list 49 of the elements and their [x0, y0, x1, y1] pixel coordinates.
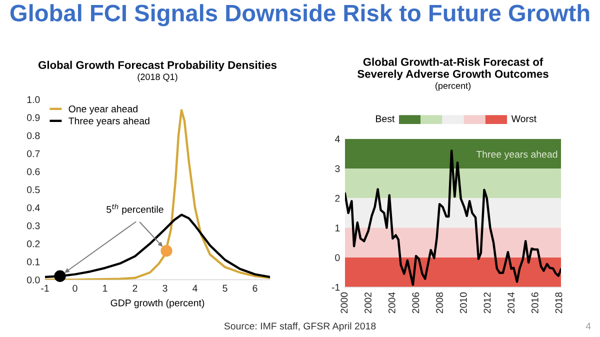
- y-tick-label: 0.5: [27, 186, 40, 194]
- y-tick-label: 2: [335, 194, 340, 202]
- x-tick-label: 2004: [388, 292, 396, 314]
- x-tick-label: 2012: [484, 292, 491, 314]
- y-tick-label: 0.1: [27, 258, 40, 266]
- y-tick-label: 1: [335, 224, 340, 232]
- y-tick-label: 0.2: [27, 240, 40, 248]
- x-tick-label: 0: [72, 284, 78, 292]
- x-tick-label: 1: [103, 284, 108, 292]
- legend-label: One year ahead: [68, 105, 138, 114]
- text: 4: [586, 322, 591, 330]
- x-tick-label: 6: [252, 284, 258, 292]
- y-tick-label: 0: [335, 254, 340, 262]
- x-tick-label: 2008: [436, 292, 443, 314]
- chart-title: Global Growth-at-Risk Forecast of Severely Adverse Growth Outcomes: [358, 58, 548, 80]
- legend-label: Three years ahead: [68, 117, 150, 126]
- text: Worst: [511, 115, 536, 122]
- source-note: Source: IMF staff, GFSR April 2018: [224, 322, 376, 332]
- x-tick-label: -1: [41, 284, 49, 292]
- x-tick-label: 4: [192, 284, 198, 292]
- x-tick-label: 2018: [555, 292, 562, 314]
- y-tick-label: 0.6: [27, 168, 40, 176]
- x-tick-label: 2014: [508, 292, 514, 314]
- chart-title: Global Growth Forecast Probability Densities: [38, 60, 277, 72]
- x-tick-label: 2010: [460, 292, 467, 314]
- x-tick-label: 2002: [364, 292, 372, 314]
- chart-subtitle: (2018 Q1): [138, 73, 178, 82]
- annotation: 5$^{th}$ percentile: [106, 204, 164, 215]
- y-tick-label: 3: [335, 165, 340, 172]
- y-tick-label: 0.3: [27, 222, 40, 230]
- line-series: [345, 150, 561, 286]
- y-tick-label: 0.7: [27, 150, 40, 158]
- y-tick-label: 1.0: [27, 96, 40, 104]
- x-tick-label: 2: [132, 284, 138, 292]
- y-tick-label: 0.9: [27, 114, 40, 122]
- x-tick-label: 5: [222, 284, 228, 292]
- x-axis-title: GDP growth (percent): [110, 299, 204, 308]
- x-tick-label: 2016: [531, 292, 538, 314]
- y-tick-label: 0.0: [27, 276, 40, 284]
- chart-subtitle: (percent): [436, 82, 471, 91]
- y-tick-label: 4: [334, 136, 340, 142]
- text: Best: [376, 115, 395, 122]
- text: Global FCI Signals Downside Risk to Future Growth: [10, 4, 590, 26]
- x-tick-label: 2006: [412, 292, 420, 314]
- series-label: Three years ahead: [476, 150, 558, 160]
- y-tick-label: 0.4: [27, 204, 40, 212]
- x-tick-label: 2000: [340, 292, 348, 314]
- y-tick-label: 0.8: [27, 132, 40, 140]
- x-tick-label: 3: [162, 284, 168, 292]
